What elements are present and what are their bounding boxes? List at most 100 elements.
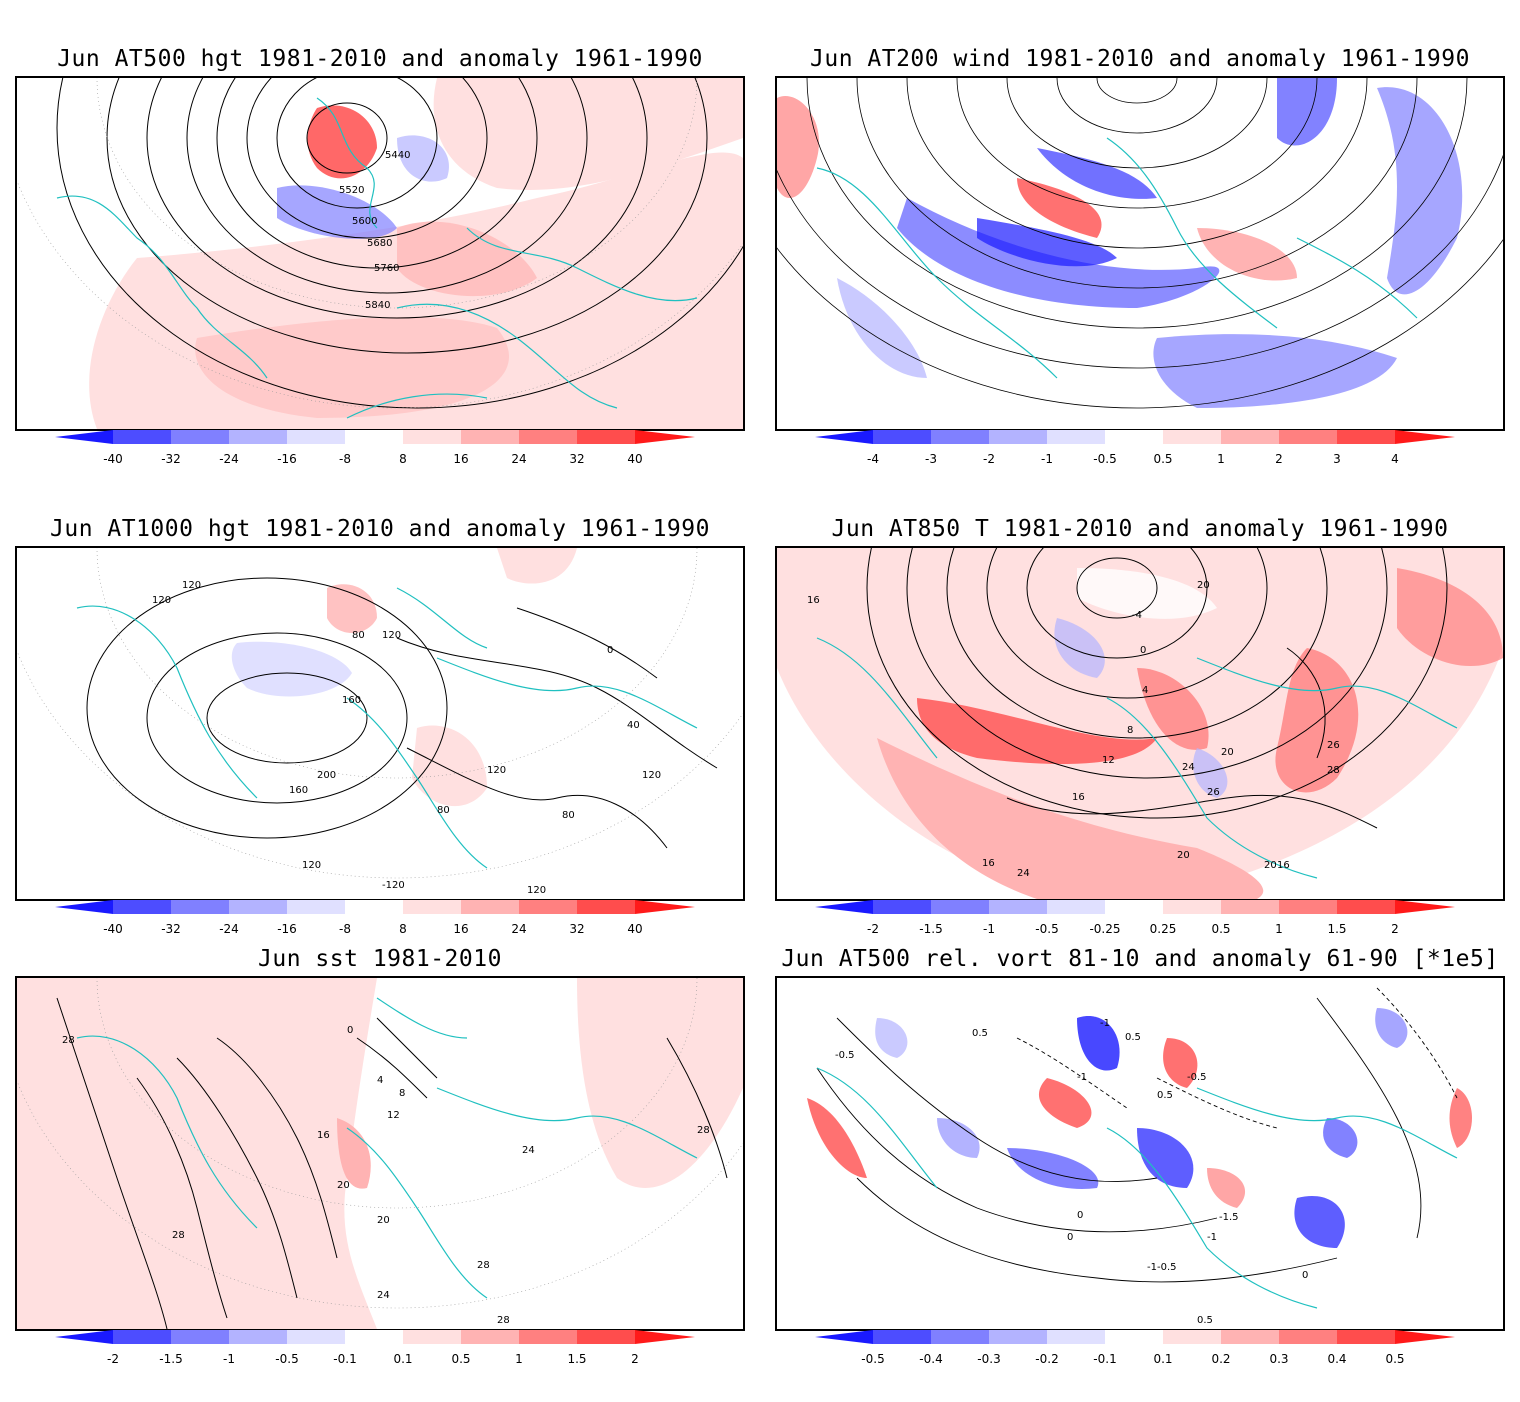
colorbar-tick-label: -2 (867, 922, 879, 936)
colorbar-bin (1337, 430, 1395, 444)
contour-label: 26 (1327, 740, 1340, 751)
map-outside (777, 78, 1503, 429)
panel-at500-vort: Jun AT500 rel. vort 81-10 and anomaly 61… (775, 942, 1505, 1402)
colorbar-pos-arrow (1395, 900, 1455, 914)
colorbar-bin (345, 1330, 403, 1344)
contour-label: 120 (527, 885, 546, 896)
contour-label: -1 (1147, 1262, 1157, 1273)
colorbar-bin (1337, 1330, 1395, 1344)
colorbar-tick-label: 8 (399, 452, 407, 466)
colorbar-bin (873, 1330, 931, 1344)
anomaly-fill (1277, 78, 1337, 146)
streamlines (777, 78, 1503, 409)
colorbar-tick-label: 2 (1391, 922, 1399, 936)
contour-label: 5520 (339, 185, 364, 196)
colorbar-bin (287, 900, 345, 914)
sst-fill (577, 978, 743, 1188)
panel-at1000-hgt: Jun AT1000 hgt 1981-2010 and anomaly 196… (15, 512, 745, 972)
colorbar-tick-label: -40 (103, 452, 123, 466)
colorbar-pos-arrow (1395, 430, 1455, 444)
anomaly-fill (807, 1098, 867, 1178)
anomaly-fill (433, 78, 743, 190)
map-area: 120 80 120 160 120 200 160 120 80 120 -120 120 80 40 1… (15, 546, 745, 901)
colorbar-bin (989, 900, 1047, 914)
anomaly-fill (1137, 1128, 1194, 1188)
map-area: 20 16 -4 0 4 8 12 20 24 26 28 16 16 24 20 16 26 20 (775, 546, 1505, 901)
anomaly-fill (1375, 1008, 1408, 1048)
anomaly-fill (327, 584, 377, 633)
colorbar-tick-label: -32 (161, 452, 181, 466)
panel-at500-hgt: Jun AT500 hgt 1981-2010 and anomaly 1961… (15, 42, 745, 502)
colorbar-tick-label: -0.1 (333, 1352, 357, 1366)
colorbar-bin (519, 430, 577, 444)
colorbar-tick-label: -0.5 (275, 1352, 299, 1366)
anomaly-fill (917, 698, 1157, 764)
colorbar-bin (577, 900, 635, 914)
map-area: -0.5 0.5 -1 0.5 -1 -0.5 0 -1.5 -1 0.5 -0.5 0 -1 0.5 0 (775, 976, 1505, 1331)
colorbar-bin (1221, 900, 1279, 914)
colorbar-tick-label: -0.5 (1093, 452, 1117, 466)
colorbar-tick-label: -2 (983, 452, 995, 466)
colorbar-bin (1279, 900, 1337, 914)
coastlines (56, 97, 698, 419)
map-svg: 5440 5520 5600 5680 5760 5840 (17, 78, 743, 429)
contour-label: -120 (382, 880, 405, 891)
colorbar-bin (931, 430, 989, 444)
contour-label: -1 (1100, 1018, 1110, 1029)
colorbar-tick-label: 4 (1391, 452, 1399, 466)
colorbar-bin (287, 1330, 345, 1344)
colorbar-bin (1105, 430, 1163, 444)
anomaly-fill (875, 1018, 908, 1058)
contour-label: 120 (382, 630, 401, 641)
contour-label: 200 (317, 770, 336, 781)
map-area: 28 0 4 8 12 16 20 24 28 28 28 24 20 28 (15, 976, 745, 1331)
colorbar-tick-label: 1.5 (567, 1352, 587, 1366)
colorbar-bin (113, 1330, 171, 1344)
colorbar-bin (345, 900, 403, 914)
contour-label: 120 (152, 595, 171, 606)
anomaly-fill (1275, 648, 1359, 793)
colorbar-tick-label: -1 (1041, 452, 1053, 466)
colorbar-tick-label: -0.5 (861, 1352, 885, 1366)
contour-label: 20 (377, 1215, 390, 1226)
contour-label: 40 (627, 720, 640, 731)
contour-label: 24 (377, 1290, 390, 1301)
coastlines (76, 997, 698, 1299)
colorbar-bin (229, 430, 287, 444)
colorbar-pos-arrow (635, 430, 695, 444)
contour-label: 120 (487, 765, 506, 776)
colorbar-neg-arrow (815, 430, 873, 444)
colorbar-svg (55, 1330, 695, 1344)
anomaly-fill (1137, 668, 1209, 750)
graticule (17, 548, 743, 879)
colorbar-bin (171, 430, 229, 444)
colorbar-pos-arrow (1395, 1330, 1455, 1344)
anomaly-fill (277, 185, 397, 239)
colorbar-tick-label: -24 (219, 922, 239, 936)
panel-title: Jun AT500 hgt 1981-2010 and anomaly 1961… (57, 46, 703, 72)
contour-label: 20 (337, 1180, 350, 1191)
anomaly-fill (1197, 228, 1297, 281)
colorbar: -40 -32 -24 -16 -8 8 16 24 32 40 (55, 430, 705, 470)
colorbar-bin (873, 430, 931, 444)
colorbar-bin (461, 430, 519, 444)
colorbar-tick-label: 24 (511, 922, 527, 936)
contour-label: 160 (342, 695, 361, 706)
colorbar-tick-label: 0.3 (1269, 1352, 1289, 1366)
colorbar-tick-label: 1 (1217, 452, 1225, 466)
colorbar-tick-label: 0.2 (1211, 1352, 1231, 1366)
contour-label: 0 (347, 1025, 353, 1036)
contour-label: 0 (1302, 1270, 1308, 1281)
colorbar-tick-label: 0.1 (393, 1352, 413, 1366)
map-svg: -0.50.5-10.5-1 -0.50-1.5-10.5-0.50-10.50 (807, 987, 1472, 1326)
contour-label: 5440 (385, 150, 410, 161)
colorbar-tick-label: -24 (219, 452, 239, 466)
colorbar-tick-label: -32 (161, 922, 181, 936)
anomaly-fill (1153, 334, 1397, 408)
colorbar-neg-arrow (55, 900, 113, 914)
colorbar-bin (1279, 1330, 1337, 1344)
contour-label: 0 (607, 645, 613, 656)
height-contours (86, 577, 718, 849)
colorbar-tick-label: -1 (983, 922, 995, 936)
